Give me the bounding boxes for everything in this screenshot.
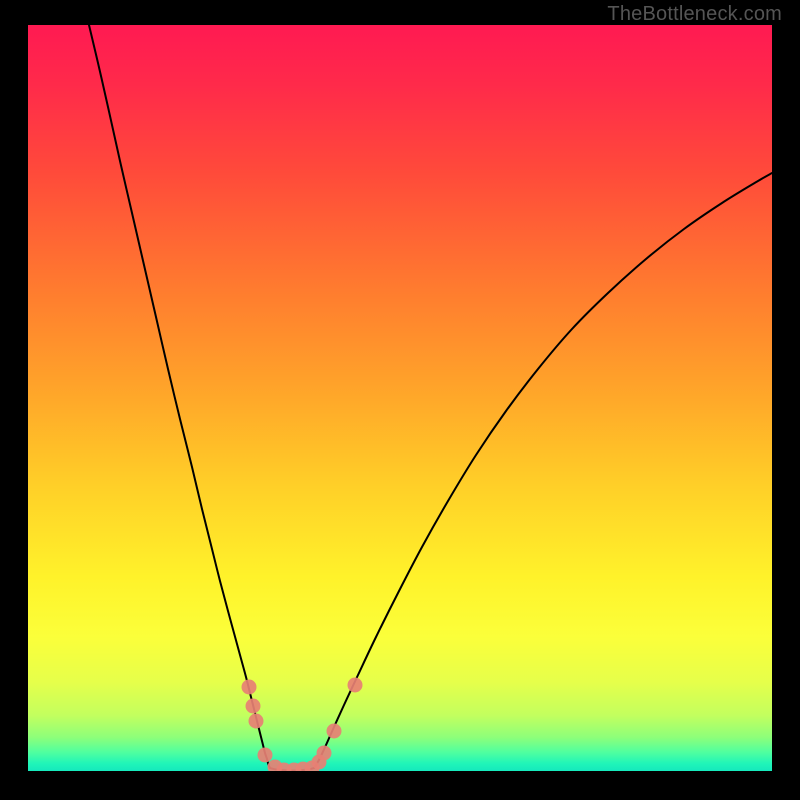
data-marker	[317, 746, 332, 761]
chart-svg	[28, 25, 772, 771]
data-marker	[249, 714, 264, 729]
data-marker	[327, 724, 342, 739]
curve-right	[314, 173, 772, 768]
data-marker	[348, 678, 363, 693]
curve-left	[89, 25, 270, 768]
watermark-text: TheBottleneck.com	[607, 3, 782, 26]
data-marker	[258, 748, 273, 763]
data-marker	[246, 699, 261, 714]
plot-area	[28, 25, 772, 771]
data-marker	[242, 680, 257, 695]
